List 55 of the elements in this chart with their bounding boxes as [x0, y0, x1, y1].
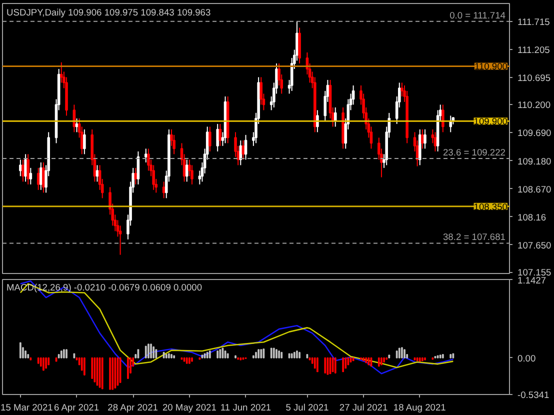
x-tick-label: 6 Apr 2021 [54, 402, 100, 412]
y-tick-label: 109.690 [518, 128, 552, 138]
candlestick [239, 140, 242, 166]
ref-line-label: 0.0 = 111.714 [450, 10, 506, 20]
candlestick [42, 162, 45, 194]
candlestick [218, 123, 222, 146]
y-tick-label: 108.670 [518, 184, 552, 194]
x-tick-label: 27 Jul 2021 [339, 402, 388, 412]
candlestick [134, 167, 138, 185]
candlestick [144, 148, 148, 163]
candlestick [40, 162, 42, 190]
ref-line-label: 109.900 [474, 116, 508, 127]
y-tick-label: 108.16 [518, 212, 546, 222]
x-tick-label: 11 Jun 2021 [220, 402, 272, 412]
candlestick [421, 128, 424, 150]
candlestick [26, 154, 30, 185]
y-tick-label: 111.205 [518, 44, 550, 55]
x-tick-label: 20 May 2021 [162, 402, 216, 412]
candlestick [83, 128, 86, 155]
x-tick-label: 18 Aug 2021 [393, 402, 446, 412]
y-tick-label: 111.715 [518, 16, 550, 27]
candlestick [244, 134, 248, 160]
ref-line-label: 23.6 = 109.222 [442, 147, 506, 158]
candlestick [334, 106, 337, 128]
y-tick-label: 109.180 [518, 156, 552, 166]
candlestick [24, 154, 27, 182]
chart-title: USDJPY,Daily 109.906 109.975 109.843 109.963 [6, 8, 211, 18]
y-tick-label: 110.695 [518, 72, 551, 83]
candlestick [185, 159, 188, 182]
ref-line-label: 38.2 = 107.681 [442, 232, 506, 242]
ref-line-label: 108.350 [474, 202, 508, 212]
candlestick [36, 167, 40, 190]
candlestick [434, 132, 437, 152]
candlestick [208, 126, 212, 152]
y-tick-label: 0.00 [518, 353, 536, 364]
candlestick [242, 140, 245, 160]
y-tick-label: 107.155 [518, 268, 552, 278]
y-tick-label: -0.5341 [518, 390, 550, 400]
candlestick [442, 104, 444, 133]
x-tick-label: 28 Apr 2021 [108, 402, 158, 412]
candlestick [216, 123, 219, 152]
x-tick-label: 5 Jul 2021 [286, 402, 329, 412]
candlestick [29, 167, 32, 185]
y-tick-label: 1.1427 [518, 276, 546, 286]
candlestick [75, 118, 78, 133]
candlestick [316, 110, 319, 133]
candlestick [19, 159, 22, 177]
candlestick [96, 164, 99, 182]
candlestick [22, 159, 24, 182]
candlestick [424, 128, 426, 150]
candlestick [162, 181, 166, 199]
y-tick-label: 110.200 [518, 100, 551, 110]
x-tick-label: 15 Mar 2021 [0, 402, 53, 412]
y-tick-label: 107.650 [518, 240, 552, 250]
ref-line-label: 110.900 [474, 62, 508, 72]
